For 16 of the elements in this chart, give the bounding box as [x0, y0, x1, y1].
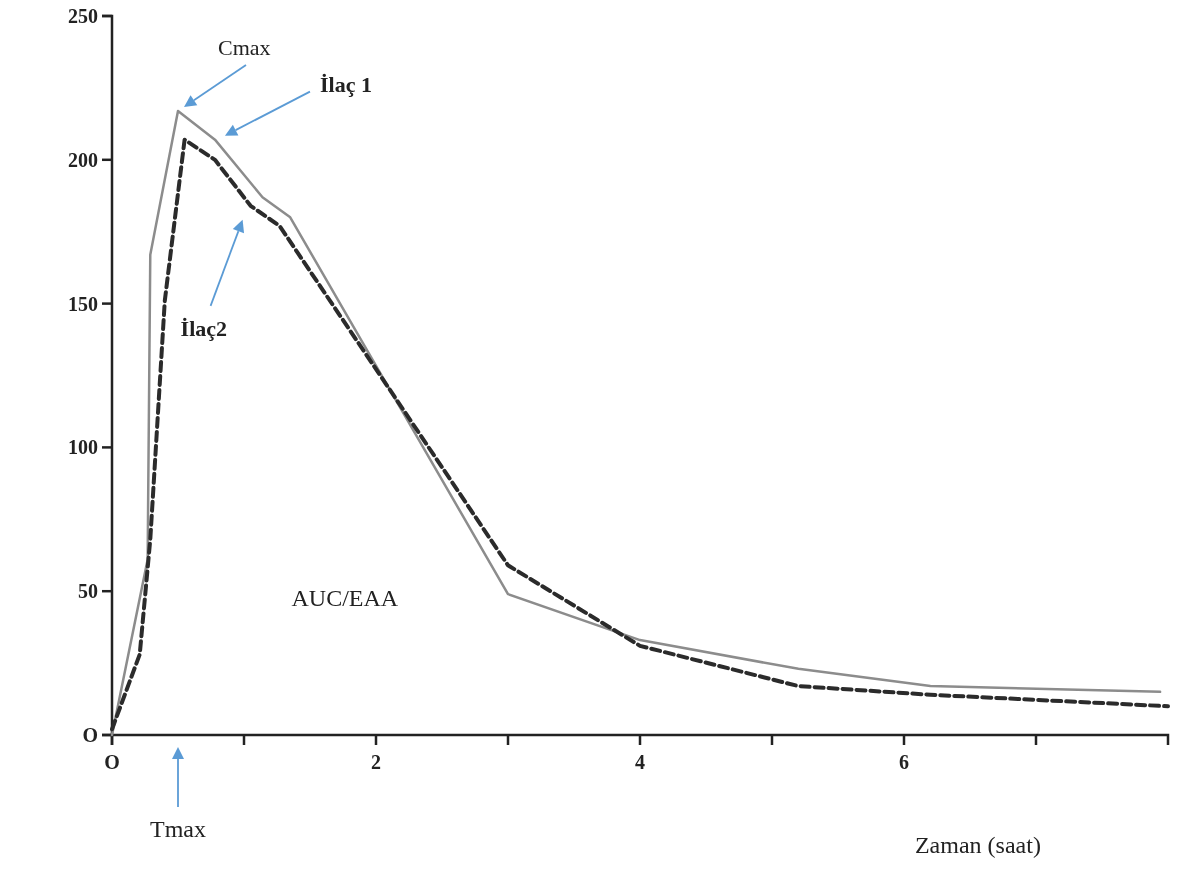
annotation: AUC/EAA — [291, 584, 399, 611]
y-tick-label: 200 — [68, 148, 98, 171]
y-tick-label: 150 — [68, 292, 98, 315]
text: Tmax — [150, 816, 206, 842]
x-tick-label: 4 — [635, 751, 645, 773]
text: İlaç 1 — [319, 71, 372, 97]
x-axis-title: Zaman (saat) — [914, 832, 1041, 858]
x-tick-label: O — [104, 751, 120, 773]
y-tick-label: 50 — [78, 580, 98, 603]
y-tick-label: 100 — [68, 436, 98, 459]
x-tick-label: 6 — [899, 751, 909, 773]
annotation: Cmax — [218, 34, 271, 60]
series-label: İlaç2 — [180, 315, 228, 341]
y-tick-label: O — [82, 724, 98, 746]
y-tick-label: 250 — [68, 5, 98, 27]
x-tick-label: 2 — [371, 751, 381, 773]
